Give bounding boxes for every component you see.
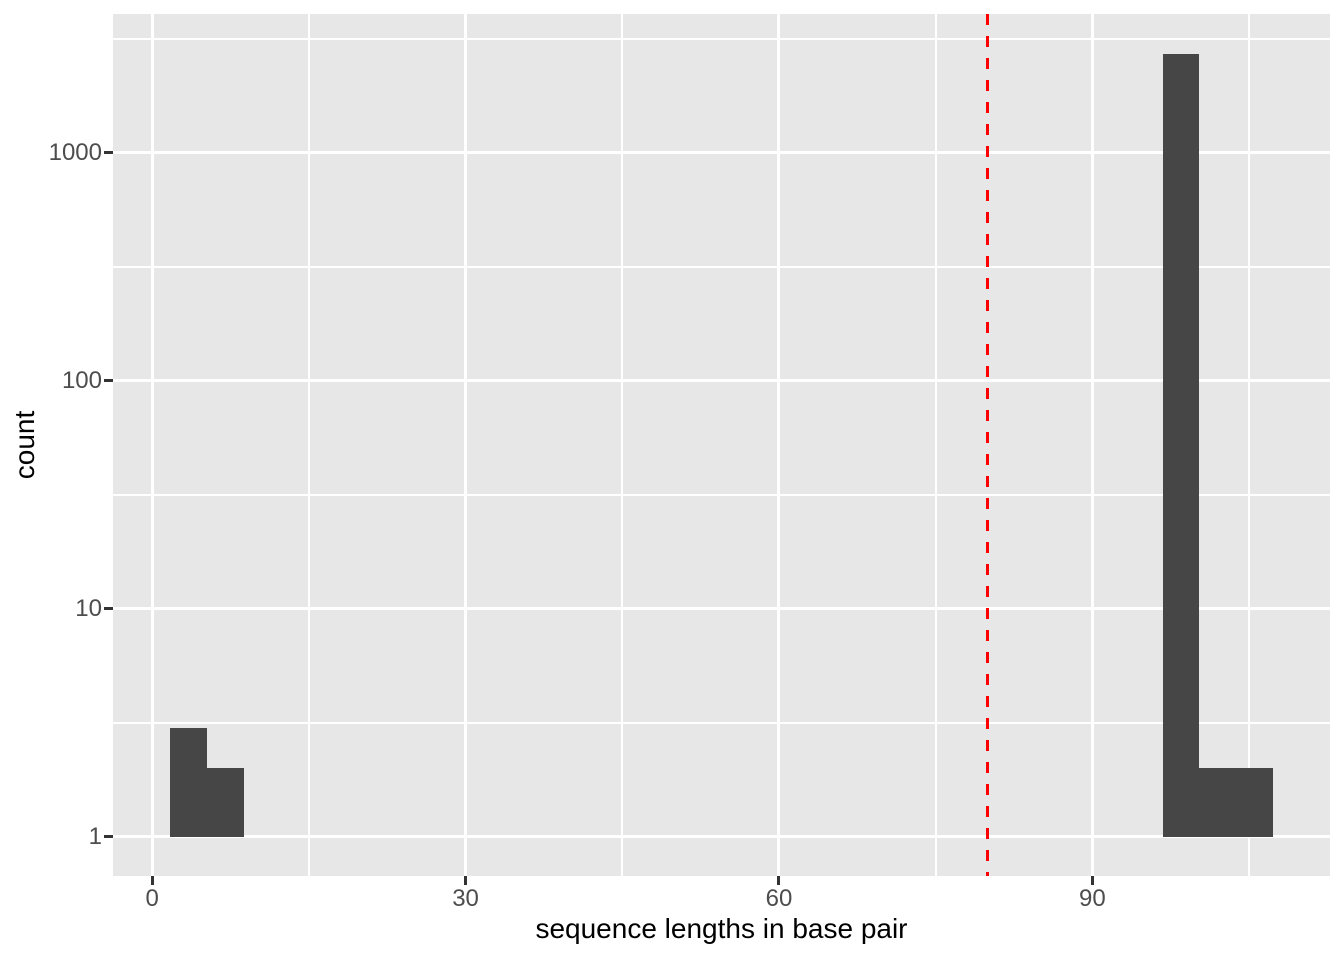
x-axis-tick-label: 90 xyxy=(1078,885,1106,912)
histogram-bar xyxy=(1162,54,1200,837)
x-axis-tick-mark xyxy=(777,876,781,885)
major-gridline-vertical xyxy=(777,14,781,876)
x-axis-tick-mark xyxy=(150,876,154,885)
minor-gridline-horizontal xyxy=(113,37,1330,40)
y-axis-tick-label: 1000 xyxy=(48,138,102,166)
histogram-bar xyxy=(170,728,207,837)
minor-gridline-horizontal xyxy=(113,265,1330,268)
y-axis-tick-mark xyxy=(104,607,113,611)
minor-gridline-vertical xyxy=(307,14,310,876)
x-axis-tick-mark xyxy=(464,876,468,885)
y-axis-title: count xyxy=(9,410,40,480)
major-gridline-horizontal xyxy=(113,835,1330,839)
histogram-bar xyxy=(1235,768,1273,837)
y-axis-tick-mark xyxy=(104,151,113,155)
y-axis-tick-mark xyxy=(104,379,113,383)
minor-gridline-vertical xyxy=(621,14,624,876)
threshold-vline xyxy=(986,14,990,876)
minor-gridline-horizontal xyxy=(113,493,1330,496)
y-axis-tick-label: 100 xyxy=(61,366,102,394)
histogram-bar xyxy=(207,768,244,837)
x-axis-tick-mark xyxy=(1090,876,1094,885)
major-gridline-vertical xyxy=(464,14,468,876)
y-axis-tick-label: 10 xyxy=(75,594,102,622)
major-gridline-vertical xyxy=(1090,14,1094,876)
minor-gridline-horizontal xyxy=(113,721,1330,724)
x-axis-tick-label: 0 xyxy=(145,885,159,912)
histogram-bar xyxy=(1199,768,1236,837)
plot-panel xyxy=(113,14,1330,876)
x-axis-tick-label: 30 xyxy=(452,885,479,912)
major-gridline-horizontal xyxy=(113,151,1330,155)
minor-gridline-vertical xyxy=(1248,14,1251,876)
major-gridline-horizontal xyxy=(113,607,1330,611)
major-gridline-vertical xyxy=(150,14,154,876)
y-axis-tick-mark xyxy=(104,835,113,839)
x-axis-tick-label: 60 xyxy=(765,885,793,912)
major-gridline-horizontal xyxy=(113,379,1330,383)
minor-gridline-vertical xyxy=(934,14,937,876)
y-axis-tick-label: 1 xyxy=(88,822,102,850)
x-axis-title: sequence lengths in base pair xyxy=(535,913,908,944)
